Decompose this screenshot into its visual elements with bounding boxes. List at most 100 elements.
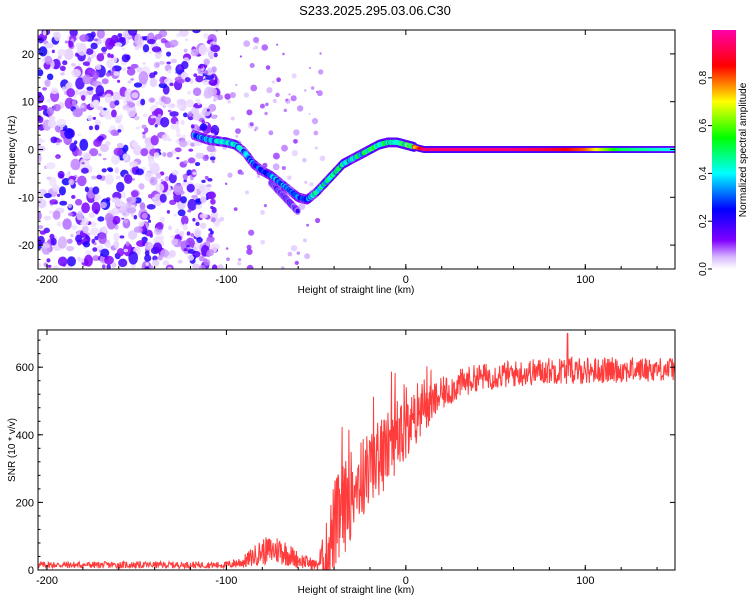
noise-speckle	[58, 186, 66, 196]
noise-speckle	[192, 30, 201, 34]
noise-speckle	[105, 72, 111, 77]
noise-speckle	[175, 121, 180, 125]
noise-speckle	[102, 157, 107, 161]
noise-speckle	[177, 209, 186, 217]
noise-speckle	[63, 48, 74, 61]
noise-speckle	[105, 37, 115, 50]
noise-speckle	[130, 190, 139, 198]
noise-speckle	[104, 213, 114, 223]
noise-speckle	[43, 192, 52, 199]
noise-speckle	[38, 225, 44, 229]
noise-speckle	[166, 51, 172, 57]
noise-speckle	[75, 234, 82, 243]
noise-speckle	[53, 265, 59, 269]
noise-speckle	[38, 145, 46, 152]
noise-speckle	[304, 89, 307, 92]
noise-speckle	[291, 73, 297, 79]
branch-core	[295, 208, 300, 214]
snr-clip	[38, 332, 675, 570]
noise-speckle	[133, 82, 143, 88]
noise-speckle	[239, 55, 242, 58]
noise-speckle	[316, 90, 323, 97]
noise-speckle	[39, 230, 47, 235]
noise-speckle	[177, 78, 185, 84]
noise-speckle	[290, 95, 297, 102]
noise-speckle	[314, 217, 321, 224]
noise-speckle	[158, 82, 168, 89]
noise-speckle	[248, 229, 255, 236]
noise-speckle	[256, 174, 261, 179]
noise-speckle	[111, 109, 117, 118]
noise-speckle	[187, 90, 192, 95]
noise-speckle	[70, 234, 74, 238]
noise-speckle	[49, 176, 57, 187]
noise-speckle	[82, 61, 91, 66]
snr-series-line	[38, 332, 675, 570]
noise-speckle	[144, 254, 152, 262]
noise-speckle	[148, 219, 152, 223]
noise-speckle	[153, 61, 161, 69]
noise-speckle	[97, 135, 104, 142]
noise-speckle	[104, 174, 114, 185]
noise-speckle	[90, 221, 97, 227]
noise-speckle	[66, 256, 76, 267]
noise-speckle	[281, 165, 286, 171]
noise-speckle	[127, 230, 138, 240]
noise-speckle	[71, 99, 77, 107]
noise-speckle	[235, 134, 239, 138]
noise-speckle	[154, 33, 163, 40]
noise-speckle	[88, 212, 95, 219]
noise-speckle	[121, 54, 130, 63]
noise-speckle	[52, 103, 61, 112]
noise-speckle	[49, 199, 58, 205]
noise-speckle	[287, 175, 292, 181]
noise-speckle	[193, 246, 197, 251]
noise-speckle	[190, 48, 199, 57]
noise-speckle	[149, 72, 156, 79]
noise-speckle	[163, 96, 172, 105]
noise-speckle	[265, 65, 271, 70]
noise-speckle	[187, 249, 196, 254]
noise-speckle	[67, 203, 72, 209]
noise-speckle	[187, 111, 193, 117]
noise-speckle	[85, 48, 94, 55]
noise-speckle	[66, 238, 73, 244]
noise-speckle	[42, 30, 47, 36]
noise-speckle	[89, 227, 100, 236]
noise-speckle	[175, 228, 180, 234]
noise-speckle	[207, 51, 215, 58]
noise-speckle	[38, 137, 43, 144]
noise-speckle	[184, 37, 189, 42]
noise-speckle	[281, 144, 288, 152]
noise-speckle	[213, 99, 216, 102]
noise-speckle	[95, 64, 102, 70]
noise-speckle	[112, 208, 119, 213]
noise-speckle	[48, 210, 53, 214]
noise-speckle	[38, 93, 45, 104]
noise-speckle	[77, 256, 81, 261]
noise-speckle	[94, 124, 100, 131]
noise-speckle	[74, 198, 83, 206]
noise-speckle	[157, 114, 162, 117]
noise-speckle	[183, 223, 187, 228]
noise-speckle	[69, 30, 78, 37]
noise-speckle	[153, 242, 163, 253]
noise-speckle	[98, 232, 107, 245]
noise-speckle	[136, 126, 140, 130]
noise-speckle	[182, 112, 188, 118]
noise-speckle	[191, 263, 200, 269]
noise-speckle	[46, 258, 51, 263]
noise-speckle	[210, 217, 216, 223]
noise-speckle	[201, 179, 206, 184]
noise-speckle	[94, 236, 99, 241]
noise-speckle	[81, 152, 92, 160]
noise-speckle	[84, 186, 90, 193]
noise-speckle	[180, 119, 185, 126]
noise-speckle	[138, 221, 145, 227]
noise-speckle	[48, 115, 56, 121]
noise-speckle	[67, 171, 71, 175]
noise-speckle	[142, 131, 146, 135]
noise-speckle	[193, 73, 198, 77]
noise-speckle	[59, 65, 66, 71]
noise-speckle	[227, 172, 233, 178]
